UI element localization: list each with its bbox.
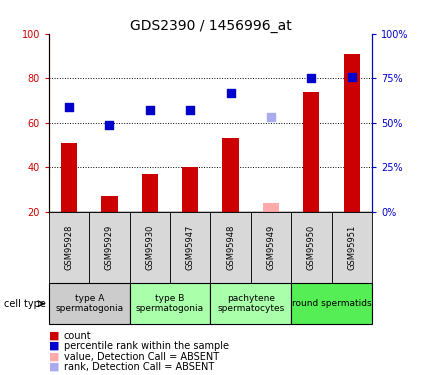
Text: round spermatids: round spermatids bbox=[292, 299, 371, 308]
Point bbox=[227, 90, 234, 96]
Bar bbox=[263, 203, 279, 212]
Text: count: count bbox=[64, 331, 91, 340]
Text: value, Detection Call = ABSENT: value, Detection Call = ABSENT bbox=[64, 352, 219, 362]
Text: rank, Detection Call = ABSENT: rank, Detection Call = ABSENT bbox=[64, 362, 214, 372]
Title: GDS2390 / 1456996_at: GDS2390 / 1456996_at bbox=[130, 19, 291, 33]
Point bbox=[348, 74, 355, 80]
Point bbox=[308, 75, 314, 81]
Point bbox=[106, 122, 113, 128]
Text: GSM95928: GSM95928 bbox=[65, 225, 74, 270]
Text: GSM95929: GSM95929 bbox=[105, 225, 114, 270]
Bar bbox=[101, 196, 117, 212]
Text: ■: ■ bbox=[49, 331, 60, 340]
Text: ■: ■ bbox=[49, 341, 60, 351]
Text: GSM95930: GSM95930 bbox=[145, 225, 154, 270]
Bar bbox=[182, 167, 198, 212]
Text: pachytene
spermatocytes: pachytene spermatocytes bbox=[217, 294, 284, 314]
Text: GSM95947: GSM95947 bbox=[186, 225, 195, 270]
Point bbox=[267, 114, 274, 120]
Point bbox=[146, 107, 153, 113]
Text: type A
spermatogonia: type A spermatogonia bbox=[55, 294, 123, 314]
Text: GSM95951: GSM95951 bbox=[347, 225, 356, 270]
Bar bbox=[343, 54, 360, 212]
Point bbox=[65, 104, 72, 110]
Text: GSM95948: GSM95948 bbox=[226, 225, 235, 270]
Text: ■: ■ bbox=[49, 362, 60, 372]
Text: GSM95950: GSM95950 bbox=[307, 225, 316, 270]
Bar bbox=[142, 174, 158, 212]
Text: GSM95949: GSM95949 bbox=[266, 225, 275, 270]
Text: percentile rank within the sample: percentile rank within the sample bbox=[64, 341, 229, 351]
Bar bbox=[222, 138, 238, 212]
Text: cell type: cell type bbox=[4, 299, 46, 309]
Text: ■: ■ bbox=[49, 352, 60, 362]
Text: type B
spermatogonia: type B spermatogonia bbox=[136, 294, 204, 314]
Bar bbox=[303, 92, 320, 212]
Bar bbox=[61, 143, 77, 212]
Point bbox=[187, 107, 193, 113]
